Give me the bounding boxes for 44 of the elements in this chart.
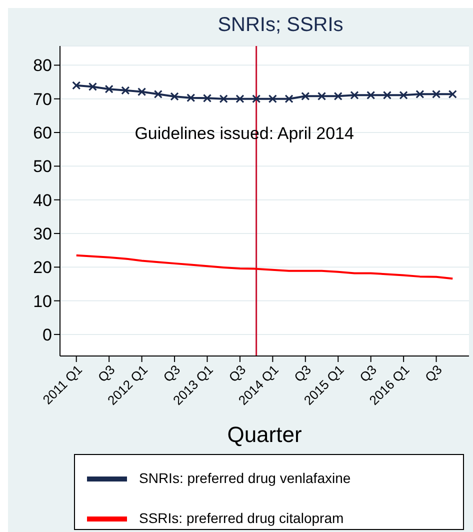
x-tick-label: Q3 — [291, 362, 314, 385]
y-tick-label: 40 — [33, 190, 52, 210]
y-tick-label: 30 — [33, 224, 52, 244]
x-tick-label: Q3 — [356, 362, 380, 385]
point — [104, 84, 114, 94]
legend-label: SSRIs: preferred drug citalopram — [139, 510, 344, 526]
y-tick-label: 0 — [42, 325, 52, 344]
point — [268, 94, 277, 104]
legend-label: SNRIs: preferred drug venlafaxine — [139, 470, 351, 486]
x-tick-label: Q3 — [422, 362, 445, 385]
point — [366, 90, 376, 100]
point — [334, 92, 342, 100]
point — [432, 90, 441, 98]
point — [382, 90, 392, 100]
point — [186, 94, 196, 102]
y-tick-label: 50 — [33, 157, 52, 176]
point — [301, 92, 310, 100]
line-series — [75, 254, 454, 280]
y-tick-label: 70 — [33, 90, 52, 109]
point — [219, 94, 228, 104]
point — [236, 94, 244, 104]
point — [284, 94, 294, 104]
x-tick-label: Q3 — [94, 362, 118, 385]
point — [416, 90, 424, 98]
x-tick-label: Q3 — [160, 362, 184, 385]
point — [448, 90, 457, 98]
point — [170, 92, 179, 101]
point — [138, 87, 146, 96]
y-tick-label: 60 — [33, 124, 52, 143]
point — [317, 92, 326, 100]
y-tick-label: 10 — [33, 292, 52, 311]
point — [350, 90, 359, 100]
point — [399, 90, 408, 100]
y-tick-label: 80 — [33, 56, 52, 76]
x-tick-label: Q3 — [226, 362, 249, 385]
point — [88, 82, 98, 92]
point — [202, 94, 212, 102]
point — [252, 94, 261, 104]
point — [154, 90, 162, 98]
point — [72, 81, 81, 90]
y-tick-label: 20 — [33, 258, 52, 278]
x-axis-title: Quarter — [227, 422, 302, 447]
chart-title: SNRIs; SSRIs — [216, 13, 344, 38]
point — [121, 86, 130, 95]
